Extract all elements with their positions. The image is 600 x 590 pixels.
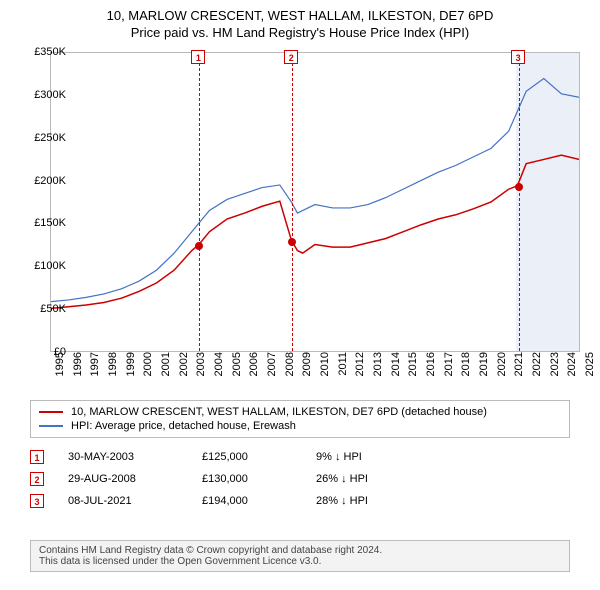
title-block: 10, MARLOW CRESCENT, WEST HALLAM, ILKEST…: [0, 0, 600, 44]
chart-area: [50, 52, 580, 352]
x-axis-label: 2005: [231, 352, 243, 392]
event-vline: [519, 53, 520, 351]
event-row: 3 08-JUL-2021 £194,000 28% ↓ HPI: [30, 490, 570, 512]
x-axis-label: 2000: [142, 352, 154, 392]
event-vline: [292, 53, 293, 351]
event-dot: [515, 183, 523, 191]
y-axis-label: £300K: [21, 89, 66, 101]
event-num-box: 1: [30, 450, 44, 464]
footer-line2: This data is licensed under the Open Gov…: [39, 556, 561, 567]
event-diff: 28% ↓ HPI: [316, 495, 426, 507]
x-axis-label: 1999: [125, 352, 137, 392]
chart-svg: [51, 53, 579, 351]
event-marker-box: 2: [284, 50, 298, 64]
event-price: £194,000: [202, 495, 292, 507]
x-axis-label: 1997: [89, 352, 101, 392]
event-vline: [199, 53, 200, 351]
events-table: 1 30-MAY-2003 £125,000 9% ↓ HPI 2 29-AUG-2008…: [30, 446, 570, 512]
event-marker-box: 1: [191, 50, 205, 64]
event-num-box: 3: [30, 494, 44, 508]
event-price: £130,000: [202, 473, 292, 485]
x-axis-label: 2011: [337, 352, 349, 392]
chart-subtitle: Price paid vs. HM Land Registry's House …: [0, 25, 600, 40]
legend-label: HPI: Average price, detached house, Erew…: [71, 420, 296, 432]
x-axis-label: 2023: [549, 352, 561, 392]
x-axis-label: 2025: [584, 352, 596, 392]
event-marker-box: 3: [511, 50, 525, 64]
legend-item: 10, MARLOW CRESCENT, WEST HALLAM, ILKEST…: [39, 405, 561, 419]
x-axis-label: 2010: [319, 352, 331, 392]
x-axis-label: 2001: [160, 352, 172, 392]
event-date: 30-MAY-2003: [68, 451, 178, 463]
x-axis-label: 2009: [301, 352, 313, 392]
x-axis-label: 2021: [513, 352, 525, 392]
x-axis-label: 2016: [425, 352, 437, 392]
event-dot: [195, 242, 203, 250]
y-axis-label: £100K: [21, 260, 66, 272]
footer-attribution: Contains HM Land Registry data © Crown c…: [30, 540, 570, 572]
x-axis-label: 2022: [531, 352, 543, 392]
x-axis-label: 2019: [478, 352, 490, 392]
legend-swatch: [39, 411, 63, 413]
event-dot: [288, 238, 296, 246]
x-axis-label: 2012: [354, 352, 366, 392]
y-axis-label: £350K: [21, 46, 66, 58]
x-axis-label: 2024: [566, 352, 578, 392]
series-line-hpi: [51, 79, 579, 302]
x-axis-label: 2018: [460, 352, 472, 392]
event-num-box: 2: [30, 472, 44, 486]
y-axis-label: £150K: [21, 217, 66, 229]
y-axis-label: £250K: [21, 132, 66, 144]
event-date: 08-JUL-2021: [68, 495, 178, 507]
event-row: 2 29-AUG-2008 £130,000 26% ↓ HPI: [30, 468, 570, 490]
footer-line1: Contains HM Land Registry data © Crown c…: [39, 545, 561, 556]
x-axis-label: 2015: [407, 352, 419, 392]
x-axis-label: 2007: [266, 352, 278, 392]
x-axis-label: 2014: [390, 352, 402, 392]
x-axis-label: 1996: [72, 352, 84, 392]
chart-title: 10, MARLOW CRESCENT, WEST HALLAM, ILKEST…: [0, 8, 600, 23]
x-axis-label: 2013: [372, 352, 384, 392]
event-price: £125,000: [202, 451, 292, 463]
legend-item: HPI: Average price, detached house, Erew…: [39, 419, 561, 433]
event-diff: 26% ↓ HPI: [316, 473, 426, 485]
x-axis-label: 2020: [496, 352, 508, 392]
x-axis-label: 2008: [284, 352, 296, 392]
x-axis-label: 2004: [213, 352, 225, 392]
y-axis-label: £50K: [21, 303, 66, 315]
x-axis-label: 2006: [248, 352, 260, 392]
legend-box: 10, MARLOW CRESCENT, WEST HALLAM, ILKEST…: [30, 400, 570, 438]
x-axis-label: 1998: [107, 352, 119, 392]
x-axis-label: 1995: [54, 352, 66, 392]
y-axis-label: £200K: [21, 175, 66, 187]
event-date: 29-AUG-2008: [68, 473, 178, 485]
x-axis-label: 2003: [195, 352, 207, 392]
x-axis-label: 2017: [443, 352, 455, 392]
event-row: 1 30-MAY-2003 £125,000 9% ↓ HPI: [30, 446, 570, 468]
legend-swatch: [39, 425, 63, 427]
event-diff: 9% ↓ HPI: [316, 451, 426, 463]
x-axis-label: 2002: [178, 352, 190, 392]
legend-label: 10, MARLOW CRESCENT, WEST HALLAM, ILKEST…: [71, 406, 487, 418]
